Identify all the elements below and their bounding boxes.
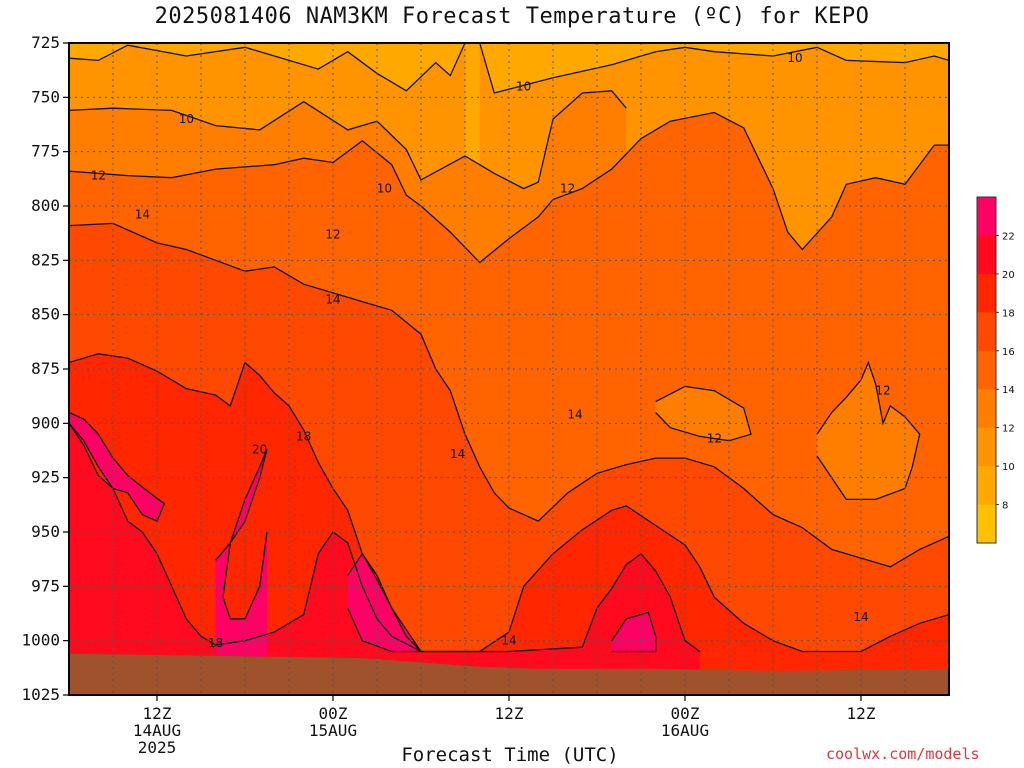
colorbar-swatch xyxy=(977,389,996,429)
x-tick-label: 14AUG xyxy=(133,721,181,740)
contour-label: 14 xyxy=(450,447,465,461)
y-tick-label: 775 xyxy=(31,142,60,161)
contour-label: 18 xyxy=(296,429,311,443)
band-22-9 xyxy=(347,553,421,695)
contour-label: 10 xyxy=(516,79,531,93)
y-axis: 725 750 775 800 825 850 875 900 925 950 975 1000 102… xyxy=(21,33,69,704)
y-tick-label: 950 xyxy=(31,522,60,541)
colorbar-tick-label: 14 xyxy=(1002,385,1015,396)
contour-line-16-4 xyxy=(69,222,949,568)
x-tick-label: 16AUG xyxy=(661,721,709,740)
y-tick-label: 1000 xyxy=(21,631,60,650)
x-tick-label: 00Z xyxy=(319,704,348,723)
contour-lines xyxy=(69,43,949,653)
x-tick-label: 12Z xyxy=(143,704,172,723)
contour-label: 18 xyxy=(208,636,223,650)
x-tick-label: 15AUG xyxy=(309,721,357,740)
y-tick-label: 925 xyxy=(31,468,60,487)
y-tick-label: 725 xyxy=(31,33,60,52)
x-tick-label: 2025 xyxy=(138,738,177,757)
colorbar-swatch xyxy=(977,312,996,352)
colorbar-swatch xyxy=(977,466,996,506)
x-axis-label: Forecast Time (UTC) xyxy=(401,744,619,766)
band-22-8 xyxy=(215,449,267,695)
contour-label: 14 xyxy=(853,610,868,624)
contour-line-12-2 xyxy=(69,90,627,190)
y-tick-label: 850 xyxy=(31,305,60,324)
contour-line-22-9 xyxy=(347,552,423,653)
chart-title: 2025081406 NAM3KM Forecast Temperature (… xyxy=(154,4,870,29)
colorbar-frame xyxy=(976,196,997,544)
contour-label: 14 xyxy=(135,208,150,222)
contour-line-22-7 xyxy=(69,411,166,522)
y-tick-label: 1025 xyxy=(21,685,60,704)
contour-line-10-0 xyxy=(69,43,466,92)
contour-line-14-3 xyxy=(69,111,949,264)
colorbar-tick-label: 16 xyxy=(1002,347,1015,358)
y-tick-label: 975 xyxy=(31,576,60,595)
band-22-10 xyxy=(611,612,656,652)
colorbar: 8 10 12 14 16 18 20 22 xyxy=(976,196,1015,544)
contour-label: 12 xyxy=(325,227,340,241)
grid-lines xyxy=(69,43,949,695)
contour-label: 12 xyxy=(875,384,890,398)
contour-label: 20 xyxy=(252,442,267,456)
colorbar-swatch xyxy=(977,504,996,544)
colorbar-swatch xyxy=(977,235,996,275)
band-12-12 xyxy=(817,362,920,500)
contour-label: 10 xyxy=(377,182,392,196)
x-tick-label: 00Z xyxy=(671,704,700,723)
colorbar-tick-label: 10 xyxy=(1002,462,1015,473)
colorbar-swatch xyxy=(977,427,996,467)
colorbar-swatch xyxy=(977,197,996,236)
contour-label: 14 xyxy=(501,634,516,648)
contour-label: 14 xyxy=(567,408,582,422)
y-tick-label: 825 xyxy=(31,250,60,269)
contour-line-22-10 xyxy=(611,611,657,653)
contour-label: 14 xyxy=(325,292,340,306)
y-tick-label: 800 xyxy=(31,196,60,215)
contour-line-12-11 xyxy=(655,385,752,442)
colorbar-swatch xyxy=(977,273,996,313)
contour-label: 12 xyxy=(560,182,575,196)
contour-label: 10 xyxy=(787,51,802,65)
contour-label: 10 xyxy=(179,112,194,126)
x-tick-label: 12Z xyxy=(495,704,524,723)
colorbar-tick-label: 20 xyxy=(1002,270,1015,281)
band-12-11 xyxy=(655,386,751,441)
contour-line-18-5 xyxy=(69,353,949,653)
colorbar-tick-label: 22 xyxy=(1002,231,1015,242)
y-tick-label: 750 xyxy=(31,87,60,106)
contour-labels: 10 12 14 10 12 14 18 20 18 14 14 12 12 14 14 10 12 10 xyxy=(91,51,891,650)
colorbar-tick-label: 12 xyxy=(1002,424,1015,435)
colorbar-swatch xyxy=(977,350,996,390)
colorbar-tick-label: 18 xyxy=(1002,308,1015,319)
y-tick-label: 900 xyxy=(31,413,60,432)
colorbar-tick-label: 8 xyxy=(1002,501,1008,512)
credit-link[interactable]: coolwx.com/models xyxy=(826,745,980,763)
band-22-7 xyxy=(69,412,165,522)
y-tick-label: 875 xyxy=(31,359,60,378)
contour-label: 12 xyxy=(91,169,106,183)
contour-label: 12 xyxy=(707,432,722,446)
x-tick-label: 12Z xyxy=(847,704,876,723)
